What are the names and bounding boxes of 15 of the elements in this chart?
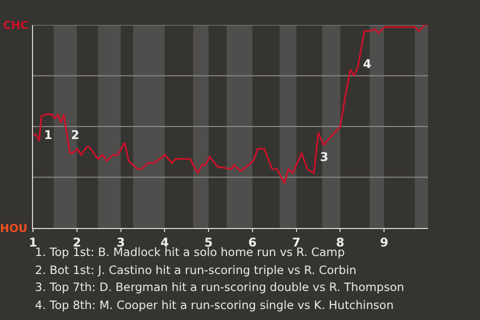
x-tick-label: 9	[380, 235, 388, 250]
x-tick-label: 8	[336, 235, 344, 250]
text: HOU	[0, 222, 28, 235]
text: 2. Bot 1st: J. Castino hit a run-scoring triple vs R. Corbin	[35, 263, 356, 277]
text: 4. Top 8th: M. Cooper hit a run-scoring single vs K. Hutchinson	[35, 298, 394, 312]
annotation: 2	[71, 128, 80, 142]
annotation: 3	[320, 150, 328, 164]
annotation: 4	[363, 57, 372, 71]
annotation: 1	[44, 128, 52, 142]
text: CHC	[3, 19, 28, 32]
text: 3. Top 7th: D. Bergman hit a run-scoring double vs R. Thompson	[35, 280, 404, 294]
x-tick-label: 4	[160, 235, 169, 250]
x-tick-label: 1	[28, 235, 38, 250]
x-tick-label: 6	[248, 235, 257, 250]
x-tick-label: 5	[204, 235, 213, 250]
